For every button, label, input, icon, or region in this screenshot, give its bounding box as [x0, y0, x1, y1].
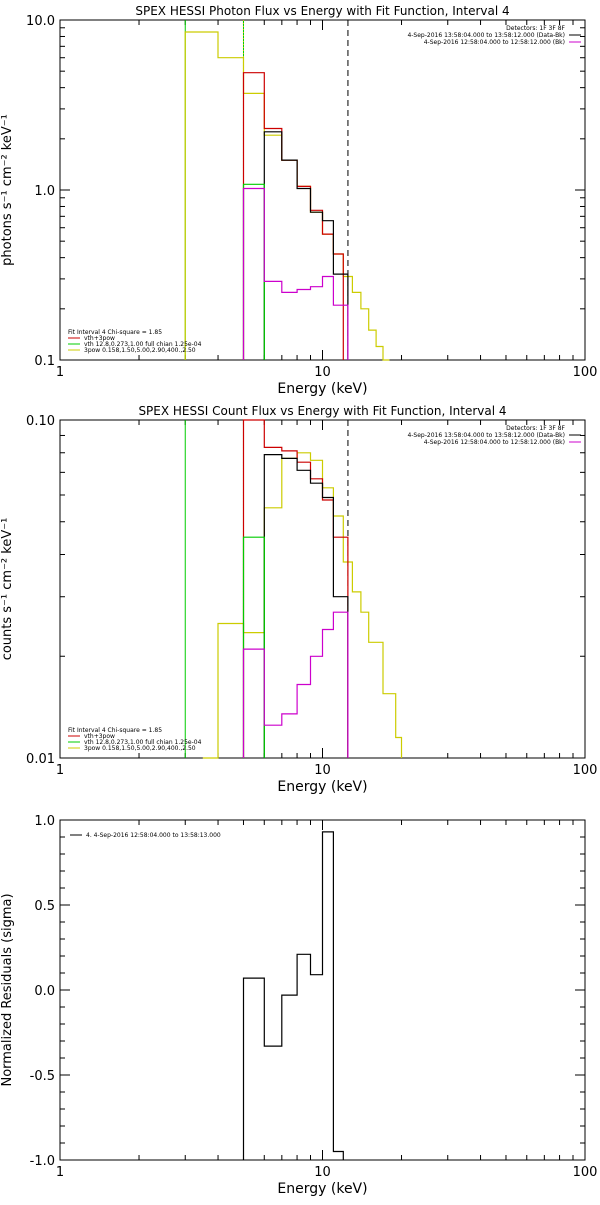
info-line: 4-Sep-2016 13:58:04.000 to 13:58:12.000 … [407, 32, 565, 39]
plot-frame [59, 19, 586, 361]
info-line: 4-Sep-2016 13:58:04.000 to 13:58:12.000 … [407, 432, 565, 439]
info-line: Detectors: 1F 3F 8F [506, 425, 565, 432]
legend-header: Fit Interval 4 Chi-square = 1.85 [68, 727, 162, 734]
spectrum-step-series [242, 611, 349, 758]
y-tick-label: 1.0 [34, 184, 55, 199]
y-tick-label: 1.0 [34, 814, 55, 829]
y-tick-label: 0.5 [34, 899, 55, 914]
panel-3: 1 10 100 -1.0 -0.5 0.0 0.5 1.0 Energy (keV) Norma… [0, 814, 597, 1197]
spectrum-step-series [242, 72, 344, 360]
y-axis-label: counts s⁻¹ cm⁻² keV⁻¹ [0, 518, 15, 661]
info-line: 4-Sep-2016 12:58:04.000 to 12:58:12.000 … [424, 439, 565, 446]
legend-entry: vth 12.8,0.273,1.00 full chian 1.25e-04 [84, 341, 202, 348]
info-line: Detectors: 1F 3F 8F [506, 25, 565, 32]
spectrum-step-series [202, 452, 403, 759]
legend-entry: vth+3pow [84, 335, 115, 342]
spectrum-step-series [242, 187, 349, 360]
spectrum-step-series [263, 454, 349, 758]
y-tick-label: 0.10 [26, 414, 55, 429]
x-tick-label: 100 [573, 763, 598, 778]
panel-2: SPEX HESSI Count Flux vs Energy with Fit… [0, 404, 597, 795]
legend-entry: 3pow 0.158,1.50,5.00,2.90,400.,2.50 [84, 347, 196, 354]
spectrum-step-series [242, 831, 344, 1160]
y-tick-label: 0.0 [34, 984, 55, 999]
x-tick-label: 100 [573, 365, 598, 380]
panel-1: SPEX HESSI Photon Flux vs Energy with Fi… [0, 4, 597, 397]
y-tick-label: -1.0 [30, 1154, 55, 1169]
y-tick-label: 10.0 [26, 14, 55, 29]
x-axis-label: Energy (keV) [277, 779, 367, 795]
x-tick-label: 10 [314, 365, 331, 380]
spectrum-step-series [242, 536, 265, 758]
chart-title: SPEX HESSI Count Flux vs Energy with Fit… [138, 404, 506, 418]
y-tick-label: 0.01 [26, 752, 55, 767]
x-tick-label: 10 [314, 1165, 331, 1180]
legend-entry: 3pow 0.158,1.50,5.00,2.90,400.,2.50 [84, 745, 196, 752]
legend-entry: vth+3pow [84, 733, 115, 740]
legend-entry: vth 12.8,0.273,1.00 full chian 1.25e-04 [84, 739, 202, 746]
x-axis-label: Energy (keV) [277, 381, 367, 397]
y-tick-label: -0.5 [30, 1069, 55, 1084]
spectrum-step-series [242, 183, 265, 360]
y-tick-label: 0.1 [34, 354, 55, 369]
spectrum-step-series [242, 419, 349, 758]
y-axis-label: Normalized Residuals (sigma) [0, 893, 15, 1086]
spectrum-step-series [184, 31, 390, 361]
legend-entry: 4. 4-Sep-2016 12:58:04.000 to 13:58:13.0… [86, 832, 221, 839]
x-tick-label: 10 [314, 763, 331, 778]
chart-title: SPEX HESSI Photon Flux vs Energy with Fi… [135, 4, 509, 18]
x-tick-label: 1 [56, 763, 64, 778]
x-tick-label: 1 [56, 365, 64, 380]
y-axis-label: photons s⁻¹ cm⁻² keV⁻¹ [0, 114, 15, 266]
legend-header: Fit Interval 4 Chi-square = 1.85 [68, 329, 162, 336]
info-line: 4-Sep-2016 12:58:04.000 to 12:58:12.000 … [424, 39, 565, 46]
x-tick-label: 100 [573, 1165, 598, 1180]
spectrum-step-series [263, 131, 349, 360]
x-axis-label: Energy (keV) [277, 1181, 367, 1197]
x-tick-label: 1 [56, 1165, 64, 1180]
